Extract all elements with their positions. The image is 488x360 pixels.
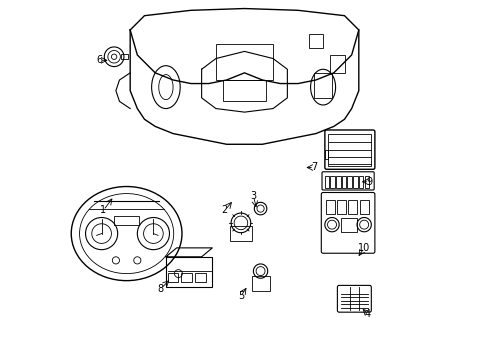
Bar: [329, 176, 334, 188]
Bar: [194, 273, 205, 282]
Bar: [167, 273, 178, 282]
Bar: [341, 176, 346, 188]
Text: 2: 2: [221, 205, 227, 215]
Bar: [216, 44, 272, 80]
Bar: [181, 273, 192, 282]
Bar: [329, 55, 344, 73]
Text: 7: 7: [310, 162, 317, 172]
Bar: [223, 80, 265, 102]
Text: 9: 9: [366, 177, 372, 187]
Bar: [328, 134, 370, 166]
Text: 4: 4: [364, 309, 370, 319]
Text: 6: 6: [97, 55, 102, 65]
Bar: [230, 226, 251, 241]
Text: 8: 8: [157, 284, 163, 294]
Bar: [165, 257, 212, 287]
Bar: [348, 200, 357, 214]
Bar: [364, 176, 368, 188]
Bar: [308, 33, 323, 48]
Text: 1: 1: [100, 205, 106, 215]
Bar: [340, 217, 356, 232]
Bar: [325, 200, 334, 214]
Bar: [352, 176, 357, 188]
Text: 10: 10: [357, 243, 369, 253]
Bar: [114, 216, 139, 225]
Bar: [336, 200, 345, 214]
Text: 3: 3: [250, 191, 256, 201]
Bar: [346, 176, 351, 188]
Bar: [324, 176, 328, 188]
Bar: [358, 176, 363, 188]
Bar: [251, 276, 269, 291]
Bar: [325, 150, 327, 158]
Text: 5: 5: [237, 291, 244, 301]
Bar: [121, 54, 127, 59]
Bar: [359, 200, 368, 214]
Bar: [313, 73, 331, 98]
Bar: [335, 176, 340, 188]
